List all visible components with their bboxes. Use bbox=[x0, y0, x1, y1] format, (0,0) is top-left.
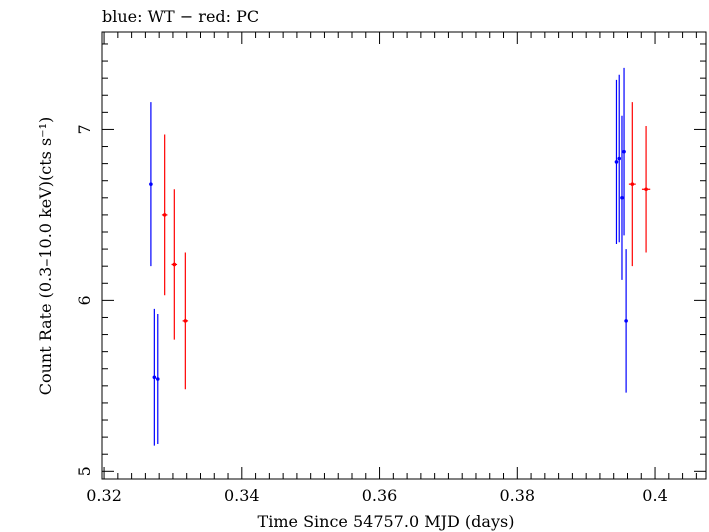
pc-marker bbox=[172, 262, 177, 267]
wt-marker bbox=[624, 319, 628, 323]
x-tick-label: 0.34 bbox=[224, 486, 260, 505]
axis-ticks: 0.32 0.34 0.36 0.38 0.4 5 6 7 bbox=[75, 32, 706, 505]
wt-marker bbox=[149, 182, 153, 186]
wt-marker bbox=[614, 160, 619, 164]
chart-title: blue: WT − red: PC bbox=[102, 7, 259, 26]
wt-data-point bbox=[617, 74, 622, 243]
wt-data-point bbox=[624, 249, 628, 393]
y-tick-label: 7 bbox=[75, 124, 94, 134]
x-tick-label: 0.32 bbox=[86, 486, 122, 505]
data-points bbox=[149, 67, 651, 446]
pc-data-point bbox=[182, 252, 189, 390]
pc-marker bbox=[183, 319, 188, 323]
wt-marker bbox=[617, 156, 622, 161]
y-tick-label: 5 bbox=[75, 466, 94, 476]
wt-data-point bbox=[149, 102, 153, 267]
wt-marker bbox=[155, 377, 160, 381]
pc-data-point bbox=[628, 102, 636, 267]
wt-data-point bbox=[620, 115, 624, 280]
wt-marker bbox=[620, 196, 624, 200]
wt-data-point bbox=[152, 308, 157, 446]
x-tick-label: 0.38 bbox=[499, 486, 535, 505]
x-axis-label: Time Since 54757.0 MJD (days) bbox=[258, 512, 515, 531]
plot-frame bbox=[101, 31, 707, 480]
y-axis-label: Count Rate (0.3–10.0 keV)(cts s⁻¹) bbox=[36, 117, 55, 396]
pc-data-point bbox=[161, 134, 168, 296]
wt-marker bbox=[622, 149, 626, 154]
wt-marker bbox=[152, 375, 157, 380]
wt-data-point bbox=[614, 79, 619, 244]
wt-data-point bbox=[155, 314, 160, 444]
pc-marker bbox=[644, 187, 648, 192]
pc-data-point bbox=[171, 189, 178, 340]
x-tick-label: 0.4 bbox=[642, 486, 667, 505]
pc-data-point bbox=[641, 126, 651, 253]
pc-marker bbox=[162, 213, 167, 217]
wt-data-point bbox=[622, 67, 626, 236]
x-tick-label: 0.36 bbox=[362, 486, 398, 505]
pc-marker bbox=[630, 182, 635, 186]
y-tick-label: 6 bbox=[75, 295, 94, 305]
